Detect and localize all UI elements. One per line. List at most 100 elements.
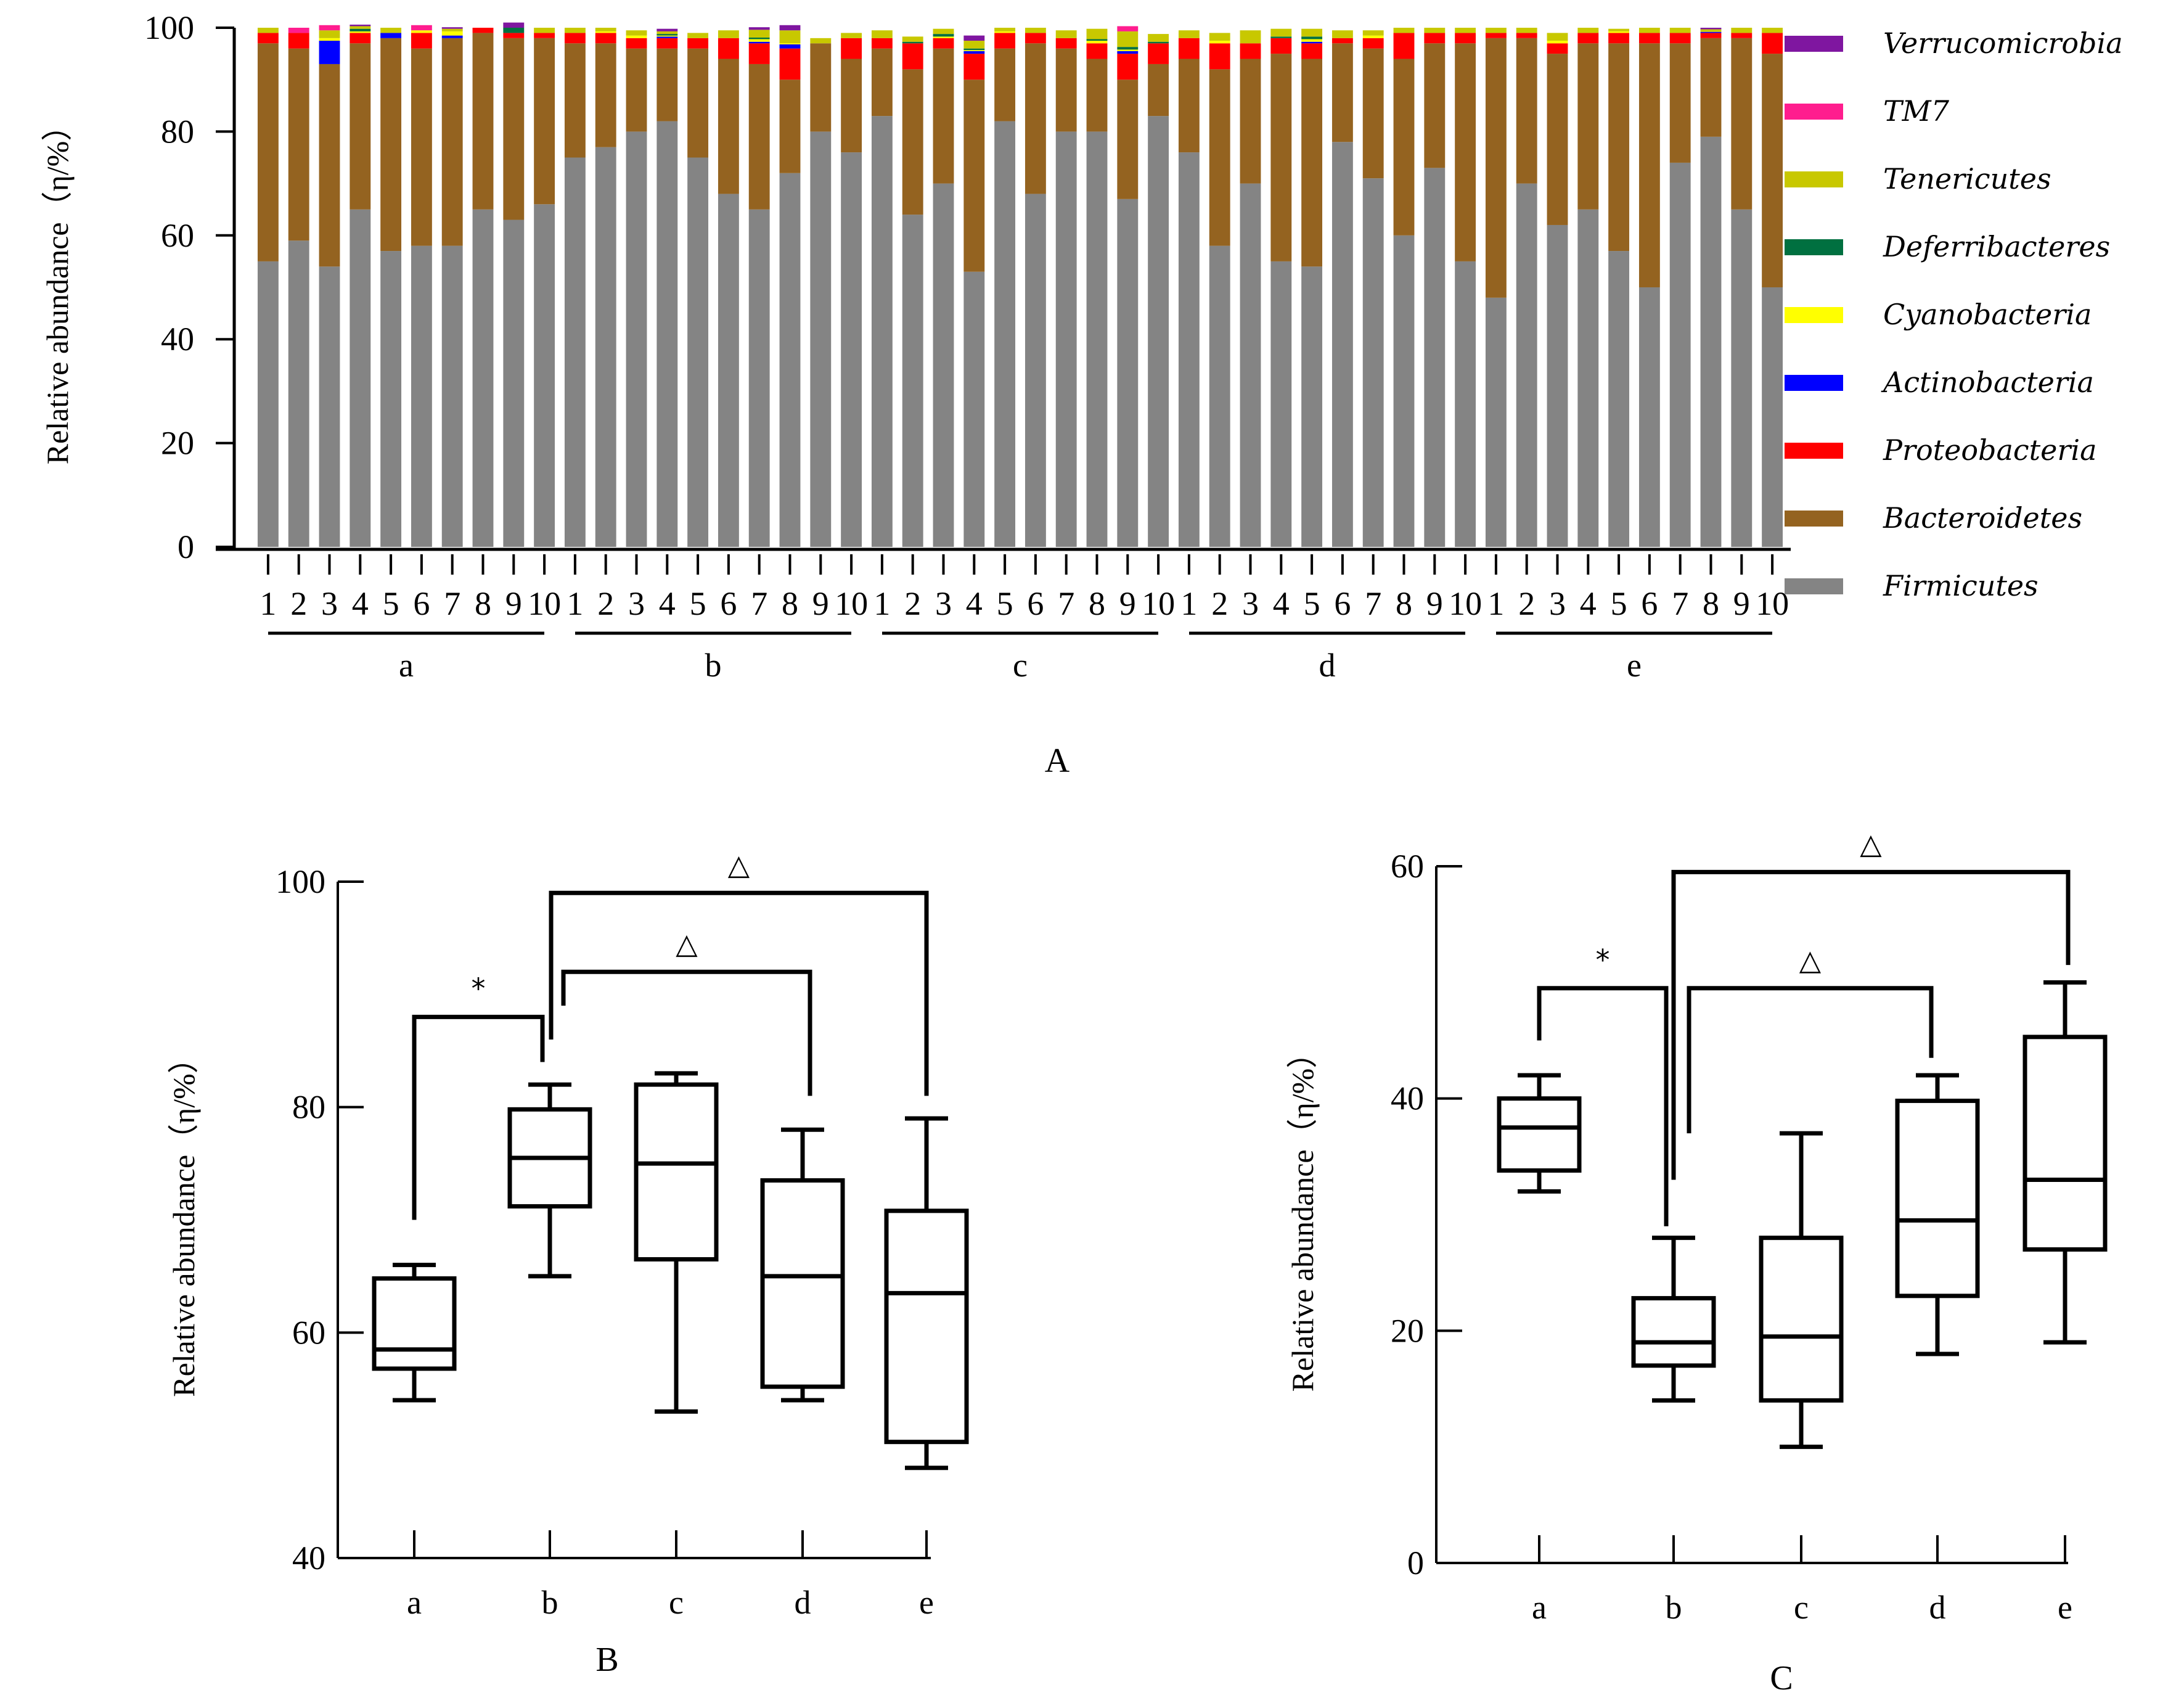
bar-segment-actinobacteria xyxy=(963,51,985,54)
x-tick-label: 10 xyxy=(1142,585,1175,622)
bar-segment-actinobacteria xyxy=(319,41,340,64)
significance-symbol: △ xyxy=(1860,827,1882,860)
bar-segment-bacteroidetes xyxy=(1331,43,1353,142)
bar-segment-proteobacteria xyxy=(1148,43,1169,64)
bar-segment-firmicutes xyxy=(472,209,494,547)
significance-symbol: △ xyxy=(728,848,750,881)
bar-segment-tenericutes xyxy=(1086,28,1108,39)
bar-segment-tenericutes xyxy=(841,33,862,38)
bar-segment-proteobacteria xyxy=(472,28,494,33)
x-tick-label: 6 xyxy=(720,585,737,622)
bar-segment-proteobacteria xyxy=(350,33,371,44)
bar-segment-verrucomicrobia xyxy=(350,24,371,27)
x-tick-label: 4 xyxy=(659,585,676,622)
bar-segment-verrucomicrobia xyxy=(748,27,770,30)
bar-segment-bacteroidetes xyxy=(1608,43,1630,252)
x-tick-label: 2 xyxy=(1211,585,1228,622)
legend-swatch-bacteroidetes xyxy=(1785,511,1843,527)
panel-label-a: A xyxy=(1045,742,1070,780)
legend-label: Proteobacteria xyxy=(1883,433,2097,467)
bar-segment-firmicutes xyxy=(1362,178,1384,547)
x-tick-label: 10 xyxy=(1449,585,1482,622)
x-tick-label: 2 xyxy=(1518,585,1535,622)
x-tick-label: b xyxy=(1666,1589,1682,1626)
group-label: d xyxy=(1319,647,1336,684)
bar-segment-tenericutes xyxy=(1331,30,1353,38)
bar-segment-proteobacteria xyxy=(902,43,923,70)
bar-segment-tenericutes xyxy=(564,28,586,33)
y-tick-label: 100 xyxy=(144,9,194,46)
bar-segment-bacteroidetes xyxy=(472,33,494,210)
bar-segment-proteobacteria xyxy=(503,33,525,38)
bar-segment-proteobacteria xyxy=(1424,33,1446,44)
legend-label: Bacteroidetes xyxy=(1883,501,2082,535)
bar-segment-cyanobacteria xyxy=(350,31,371,33)
x-tick-label: 6 xyxy=(1334,585,1351,622)
bar-segment-firmicutes xyxy=(626,131,647,547)
bar-segment-bacteroidetes xyxy=(319,64,340,267)
bar-segment-firmicutes xyxy=(534,204,555,547)
bar-segment-firmicutes xyxy=(1547,224,1568,548)
bar-segment-firmicutes xyxy=(1638,287,1660,547)
y-tick-label: 40 xyxy=(1391,1080,1424,1117)
bar-segment-deferribacteres xyxy=(1117,47,1139,50)
bar-segment-proteobacteria xyxy=(534,33,555,38)
x-tick-label: 5 xyxy=(1304,585,1320,622)
bar-segment-bacteroidetes xyxy=(626,48,647,132)
bar-segment-proteobacteria xyxy=(288,33,309,49)
x-tick-label: 3 xyxy=(935,585,952,622)
bar-segment-firmicutes xyxy=(595,147,616,547)
x-tick-label: 2 xyxy=(597,585,614,622)
bar-segment-proteobacteria xyxy=(1331,38,1353,44)
bar-segment-bacteroidetes xyxy=(1055,48,1077,132)
bar-segment-proteobacteria xyxy=(779,48,801,80)
x-tick-label: 10 xyxy=(1756,585,1789,622)
bar-segment-tenericutes xyxy=(1025,28,1046,33)
box-iqr xyxy=(2022,1035,2108,1252)
bar-segment-deferribacteres xyxy=(1148,41,1169,44)
x-tick-label: 10 xyxy=(528,585,561,622)
x-tick-label: 7 xyxy=(1058,585,1074,622)
bar-segment-tenericutes xyxy=(1424,28,1446,33)
bar-segment-firmicutes xyxy=(1055,131,1077,547)
bar-segment-proteobacteria xyxy=(1393,33,1415,59)
bar-segment-bacteroidetes xyxy=(1148,64,1169,117)
bar-segment-bacteroidetes xyxy=(1393,59,1415,236)
bar-segment-tm7 xyxy=(411,25,432,31)
bar-segment-tenericutes xyxy=(257,28,279,33)
bar-segment-deferribacteres xyxy=(933,34,954,37)
bar-segment-proteobacteria xyxy=(841,38,862,59)
bar-segment-proteobacteria xyxy=(1669,33,1691,44)
bar-segment-firmicutes xyxy=(380,251,402,547)
bar-segment-cyanobacteria xyxy=(963,50,985,51)
significance-bracket xyxy=(412,1014,545,1220)
bar-segment-firmicutes xyxy=(1178,152,1200,547)
y-tick-label: 60 xyxy=(292,1314,325,1351)
bar-segment-bacteroidetes xyxy=(1669,43,1691,163)
bar-segment-cyanobacteria xyxy=(626,35,647,38)
x-tick-label: 6 xyxy=(1641,585,1658,622)
x-tick-label: d xyxy=(795,1584,811,1621)
box-iqr xyxy=(1759,1236,1844,1403)
bar-segment-tenericutes xyxy=(1731,28,1753,33)
bar-segment-bacteroidetes xyxy=(1301,59,1323,267)
bar-segment-tenericutes xyxy=(748,30,770,38)
bar-segment-bacteroidetes xyxy=(441,38,463,246)
x-tick-label: a xyxy=(407,1584,422,1621)
bar-segment-bacteroidetes xyxy=(1086,59,1108,132)
bar-segment-bacteroidetes xyxy=(380,38,402,252)
bar-segment-tenericutes xyxy=(994,28,1016,31)
bar-segment-tenericutes xyxy=(1608,28,1630,31)
x-tick-label: 10 xyxy=(835,585,868,622)
x-tick-label: 5 xyxy=(690,585,706,622)
group-label: e xyxy=(1627,647,1642,684)
x-tick-label: 6 xyxy=(1027,585,1044,622)
bar-segment-proteobacteria xyxy=(1700,33,1722,38)
bar-segment-bacteroidetes xyxy=(687,48,709,158)
x-tick-label: 4 xyxy=(1580,585,1597,622)
y-tick-label: 20 xyxy=(1391,1312,1424,1349)
bar-segment-tenericutes xyxy=(1240,30,1261,44)
significance-bracket xyxy=(549,890,929,1096)
bar-segment-bacteroidetes xyxy=(1577,43,1599,210)
